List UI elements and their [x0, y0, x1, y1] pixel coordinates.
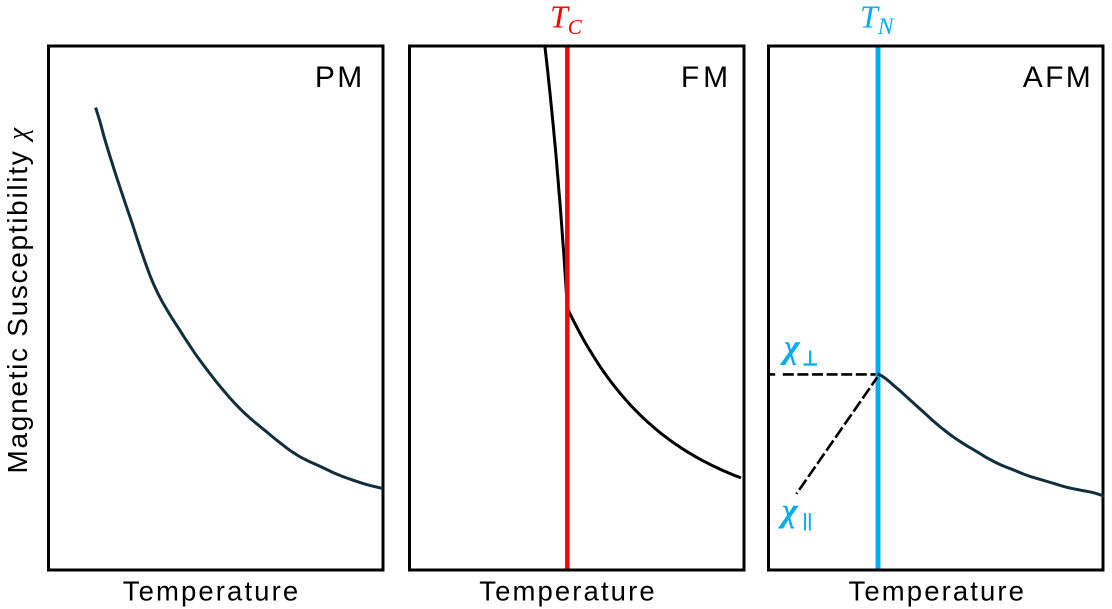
- svg-text:PM: PM: [315, 61, 365, 94]
- svg-text:FM: FM: [681, 61, 732, 94]
- svg-text:Temperature: Temperature: [479, 576, 656, 607]
- svg-text:Magnetic Susceptibility χ: Magnetic Susceptibility χ: [2, 126, 34, 473]
- svg-text:χ: χ: [778, 493, 799, 530]
- svg-text:Temperature: Temperature: [849, 576, 1026, 607]
- svg-text:AFM: AFM: [1023, 61, 1093, 94]
- svg-text:Temperature: Temperature: [123, 576, 300, 607]
- svg-text:χ: χ: [780, 329, 801, 366]
